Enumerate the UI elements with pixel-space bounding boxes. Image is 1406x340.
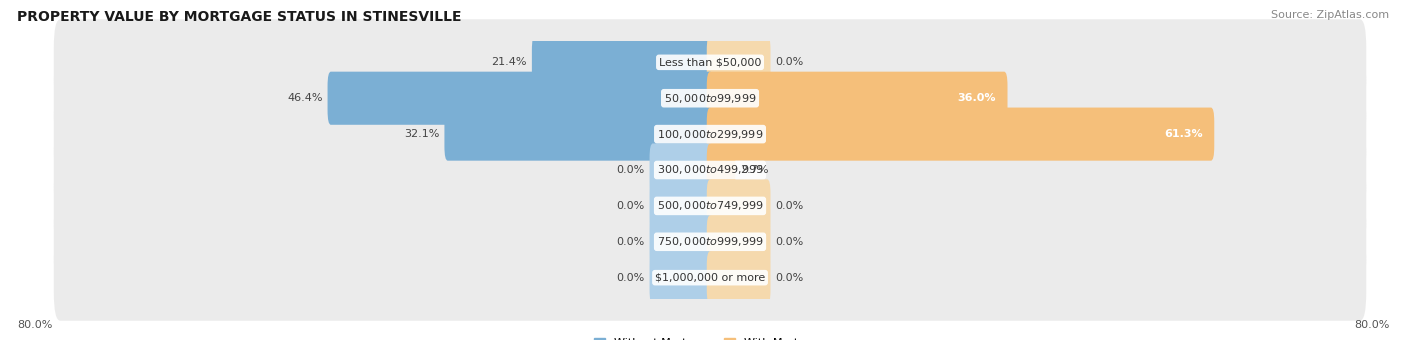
Text: $50,000 to $99,999: $50,000 to $99,999 [664,92,756,105]
Text: Less than $50,000: Less than $50,000 [659,57,761,67]
FancyBboxPatch shape [707,179,770,233]
Text: 61.3%: 61.3% [1164,129,1202,139]
FancyBboxPatch shape [707,143,735,197]
FancyBboxPatch shape [53,127,1367,213]
FancyBboxPatch shape [444,107,713,161]
Text: 2.7%: 2.7% [741,165,769,175]
Text: $500,000 to $749,999: $500,000 to $749,999 [657,199,763,212]
Text: $750,000 to $999,999: $750,000 to $999,999 [657,235,763,248]
FancyBboxPatch shape [707,215,770,268]
FancyBboxPatch shape [53,91,1367,177]
FancyBboxPatch shape [650,215,713,268]
Text: 32.1%: 32.1% [404,129,440,139]
FancyBboxPatch shape [53,19,1367,105]
FancyBboxPatch shape [650,251,713,304]
FancyBboxPatch shape [53,163,1367,249]
Text: 0.0%: 0.0% [616,165,644,175]
FancyBboxPatch shape [53,199,1367,285]
FancyBboxPatch shape [707,107,1215,161]
Text: 80.0%: 80.0% [1354,320,1389,330]
FancyBboxPatch shape [707,251,770,304]
Text: Source: ZipAtlas.com: Source: ZipAtlas.com [1271,10,1389,20]
FancyBboxPatch shape [53,55,1367,141]
Text: 0.0%: 0.0% [616,273,644,283]
Text: 0.0%: 0.0% [616,201,644,211]
Text: 0.0%: 0.0% [776,237,804,247]
Text: $300,000 to $499,999: $300,000 to $499,999 [657,164,763,176]
Text: PROPERTY VALUE BY MORTGAGE STATUS IN STINESVILLE: PROPERTY VALUE BY MORTGAGE STATUS IN STI… [17,10,461,24]
FancyBboxPatch shape [650,143,713,197]
Text: 21.4%: 21.4% [492,57,527,67]
FancyBboxPatch shape [53,235,1367,321]
Text: 36.0%: 36.0% [957,93,995,103]
Text: $1,000,000 or more: $1,000,000 or more [655,273,765,283]
Text: 0.0%: 0.0% [776,201,804,211]
Text: 0.0%: 0.0% [616,237,644,247]
Text: $100,000 to $299,999: $100,000 to $299,999 [657,128,763,141]
FancyBboxPatch shape [531,36,713,89]
FancyBboxPatch shape [707,36,770,89]
FancyBboxPatch shape [707,72,1008,125]
Legend: Without Mortgage, With Mortgage: Without Mortgage, With Mortgage [592,336,828,340]
Text: 80.0%: 80.0% [17,320,52,330]
Text: 0.0%: 0.0% [776,273,804,283]
Text: 46.4%: 46.4% [287,93,322,103]
FancyBboxPatch shape [328,72,713,125]
Text: 0.0%: 0.0% [776,57,804,67]
FancyBboxPatch shape [650,179,713,233]
